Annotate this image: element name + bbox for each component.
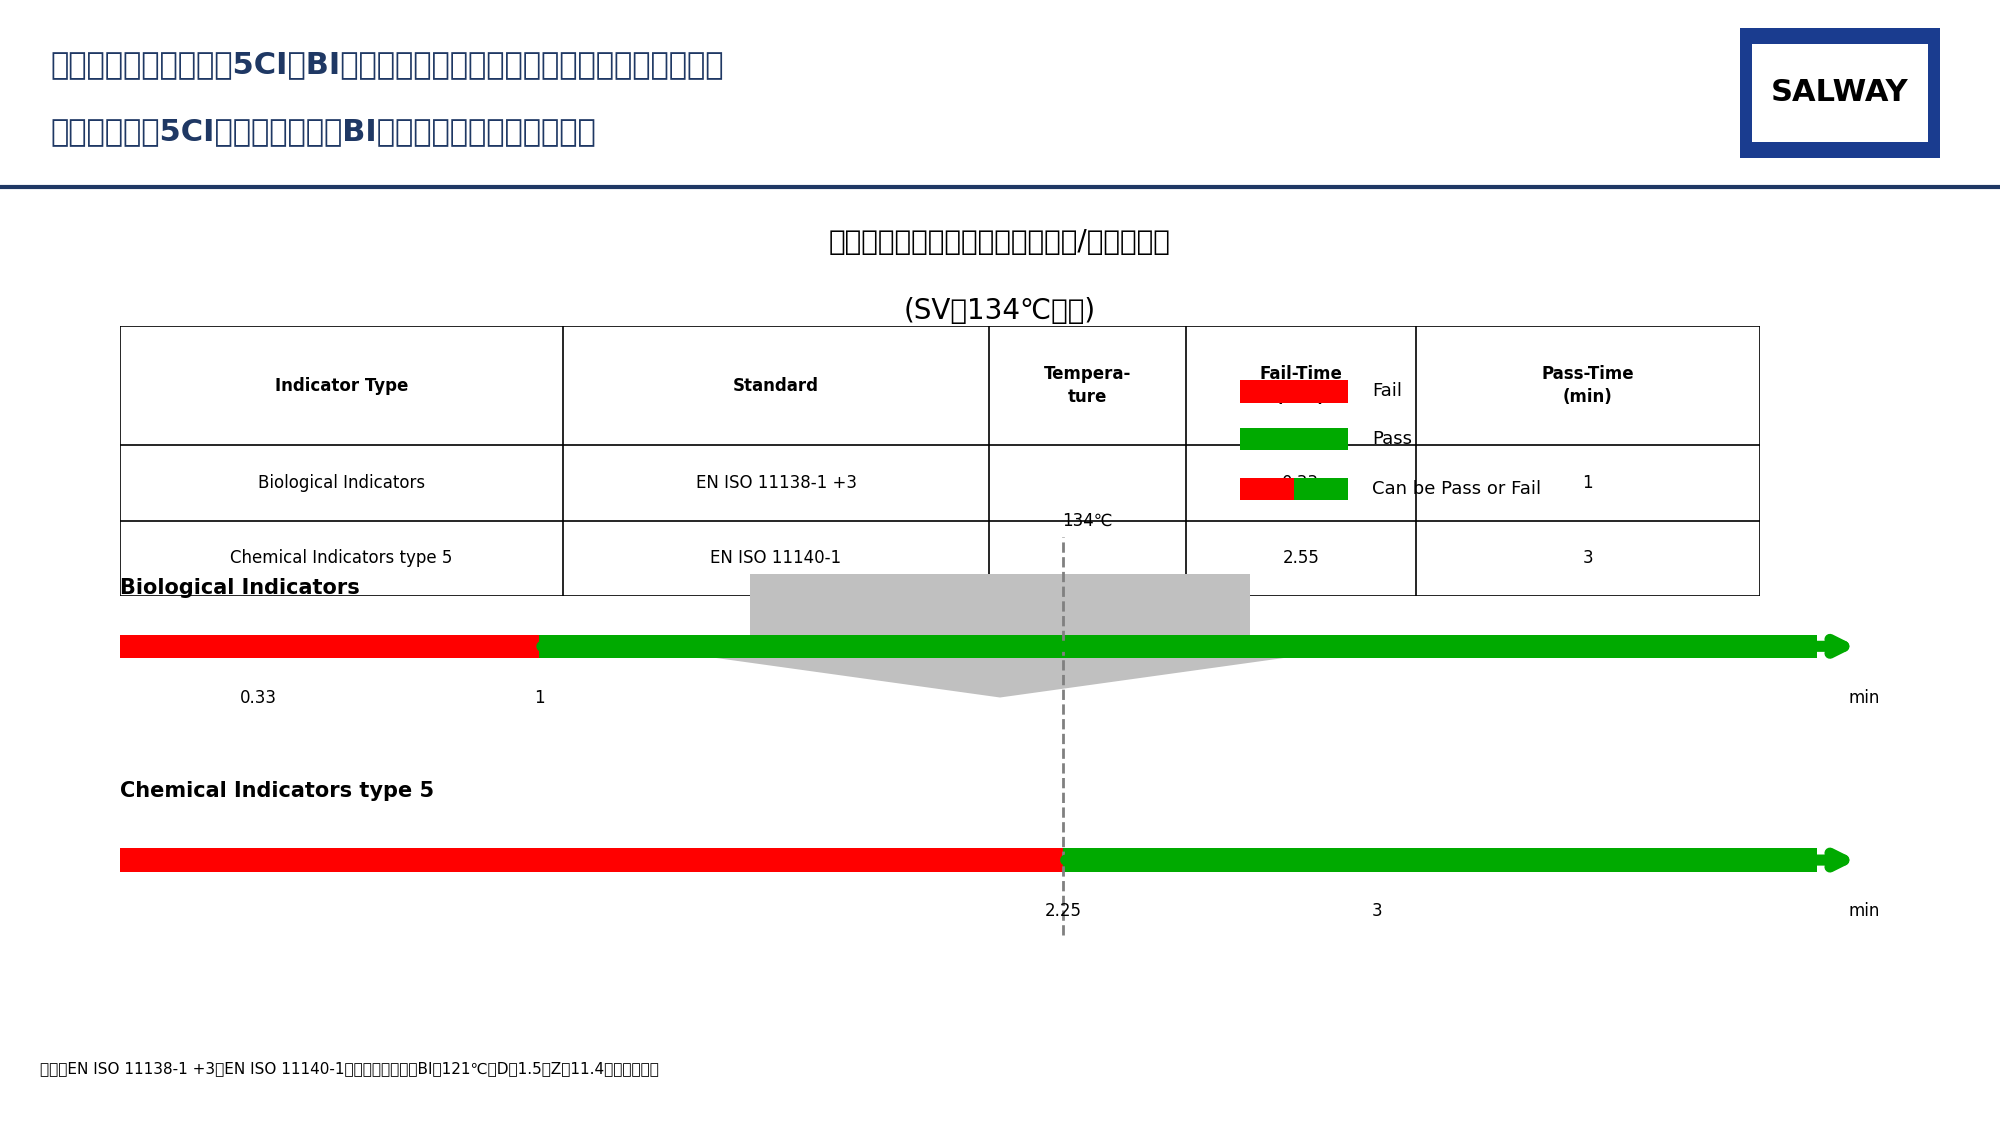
Text: Biological Indicators: Biological Indicators bbox=[258, 474, 424, 492]
FancyBboxPatch shape bbox=[1240, 428, 1348, 450]
FancyBboxPatch shape bbox=[1294, 478, 1348, 501]
Text: 蒸気滅菌向けインジケータの合格/不合格条件: 蒸気滅菌向けインジケータの合格/不合格条件 bbox=[830, 227, 1170, 255]
Text: 3: 3 bbox=[1372, 902, 1382, 920]
Bar bbox=[540, 634, 1818, 658]
Text: EN ISO 11138-1 +3: EN ISO 11138-1 +3 bbox=[696, 474, 856, 492]
Text: Tempera-
ture: Tempera- ture bbox=[1044, 364, 1132, 406]
Text: 2.55: 2.55 bbox=[1282, 549, 1320, 567]
Text: Pass-Time
(min): Pass-Time (min) bbox=[1542, 364, 1634, 406]
Text: Indicator Type: Indicator Type bbox=[274, 377, 408, 395]
Text: EN ISO 11140-1: EN ISO 11140-1 bbox=[710, 549, 842, 567]
Text: min: min bbox=[1848, 902, 1880, 920]
FancyBboxPatch shape bbox=[1752, 44, 1928, 142]
Text: (SV値134℃の例): (SV値134℃の例) bbox=[904, 297, 1096, 324]
Text: Standard: Standard bbox=[732, 377, 820, 395]
Text: 3: 3 bbox=[1582, 549, 1594, 567]
Bar bbox=[1062, 848, 1818, 872]
Text: 1: 1 bbox=[1582, 474, 1594, 492]
Text: Chemical Indicators type 5: Chemical Indicators type 5 bbox=[230, 549, 452, 567]
Text: Pass: Pass bbox=[1372, 430, 1412, 448]
Text: 134℃: 134℃ bbox=[1062, 512, 1112, 530]
Bar bbox=[120, 848, 1378, 872]
Bar bbox=[120, 634, 540, 658]
Text: 国際規格では、タイプ5CIはBIより厳しい判定になるように要求されている。: 国際規格では、タイプ5CIはBIより厳しい判定になるように要求されている。 bbox=[50, 51, 724, 80]
Text: 2.25: 2.25 bbox=[1044, 902, 1082, 920]
Text: Fail-Time
(min): Fail-Time (min) bbox=[1260, 364, 1342, 406]
Text: 資料：EN ISO 11138-1 +3、EN ISO 11140-1を基に名優作成（BIの121℃のD値1.5、Z値11.4として算出）: 資料：EN ISO 11138-1 +3、EN ISO 11140-1を基に名優… bbox=[40, 1061, 658, 1077]
Text: Chemical Indicators type 5: Chemical Indicators type 5 bbox=[120, 781, 434, 801]
FancyBboxPatch shape bbox=[1240, 380, 1348, 403]
FancyBboxPatch shape bbox=[1240, 478, 1294, 501]
Text: Can be Pass or Fail: Can be Pass or Fail bbox=[1372, 480, 1542, 498]
Text: 0.33: 0.33 bbox=[1282, 474, 1320, 492]
Text: 1: 1 bbox=[534, 688, 544, 706]
Text: Biological Indicators: Biological Indicators bbox=[120, 578, 360, 598]
Text: min: min bbox=[1848, 688, 1880, 706]
Text: SALWAY: SALWAY bbox=[1772, 79, 1908, 107]
Text: つまりタイプ5CIが合格すれば、BIは必ず合格するということ: つまりタイプ5CIが合格すれば、BIは必ず合格するということ bbox=[50, 117, 596, 146]
Text: Fail: Fail bbox=[1372, 382, 1402, 400]
Polygon shape bbox=[600, 574, 1400, 698]
FancyBboxPatch shape bbox=[1740, 28, 1940, 158]
Text: 0.33: 0.33 bbox=[240, 688, 276, 706]
